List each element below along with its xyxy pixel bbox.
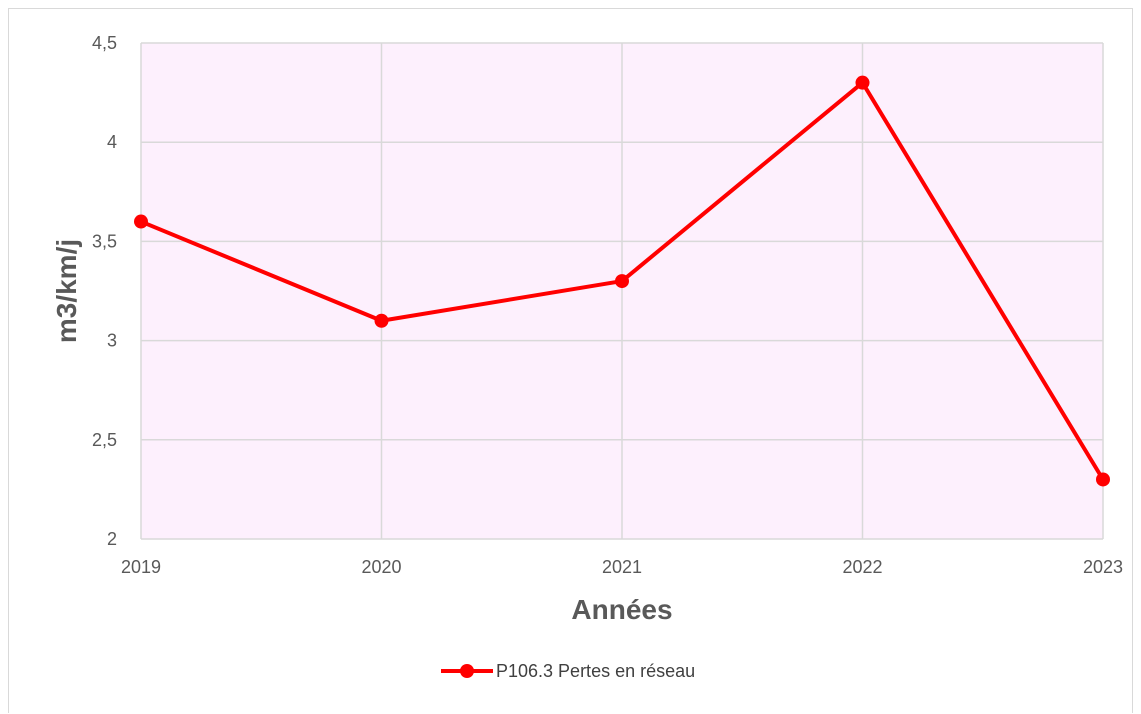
y-tick-label: 4,5 xyxy=(92,33,117,53)
x-axis-ticks: 2019 2020 2021 2022 2023 xyxy=(121,557,1123,577)
legend-point-marker xyxy=(460,664,474,678)
y-tick-label: 2 xyxy=(107,529,117,549)
chart-frame: 2 2,5 3 3,5 4 4,5 2019 2020 2021 2022 2023 Années… xyxy=(8,8,1133,713)
data-point[interactable] xyxy=(615,274,629,289)
series-layer xyxy=(134,75,1110,487)
x-tick-label: 2023 xyxy=(1083,557,1123,577)
data-point[interactable] xyxy=(855,75,870,90)
y-axis-ticks: 2 2,5 3 3,5 4 4,5 xyxy=(92,33,117,549)
x-axis-title: Années xyxy=(571,594,672,625)
x-tick-label: 2022 xyxy=(842,557,882,577)
y-tick-label: 4 xyxy=(107,132,117,152)
data-point[interactable] xyxy=(1096,472,1110,487)
data-point[interactable] xyxy=(134,214,148,229)
y-tick-label: 2,5 xyxy=(92,430,117,450)
y-tick-label: 3,5 xyxy=(92,231,117,251)
data-point[interactable] xyxy=(374,313,389,328)
y-tick-label: 3 xyxy=(107,331,117,351)
x-tick-label: 2021 xyxy=(602,557,642,577)
line-chart: 2 2,5 3 3,5 4 4,5 2019 2020 2021 2022 2023 Années… xyxy=(51,33,1123,681)
legend-label: P106.3 Pertes en réseau xyxy=(496,661,695,681)
x-tick-label: 2019 xyxy=(121,557,161,577)
y-axis-title: m3/km/j xyxy=(51,239,82,343)
x-tick-label: 2020 xyxy=(361,557,401,577)
gridlines xyxy=(140,42,1104,540)
legend[interactable]: P106.3 Pertes en réseau xyxy=(441,661,695,681)
